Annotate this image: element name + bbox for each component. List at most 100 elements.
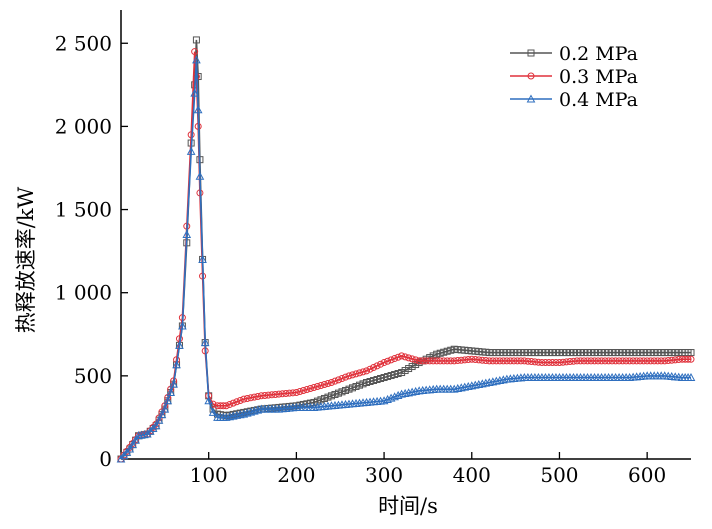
data-point xyxy=(233,398,241,406)
data-point xyxy=(363,367,371,375)
data-point xyxy=(398,369,406,377)
data-point xyxy=(640,357,648,365)
data-point xyxy=(191,48,199,56)
data-point xyxy=(671,349,679,357)
data-point xyxy=(134,431,143,440)
data-point xyxy=(192,36,200,44)
data-point xyxy=(393,390,403,399)
data-point xyxy=(633,349,641,357)
data-point xyxy=(450,357,458,365)
legend-label: 0.3 MPa xyxy=(559,66,638,88)
data-point xyxy=(172,360,181,369)
data-point xyxy=(475,356,483,364)
data-point xyxy=(178,321,187,330)
legend-marker xyxy=(526,94,536,103)
data-point xyxy=(461,346,469,354)
data-point xyxy=(363,379,371,387)
data-point xyxy=(327,392,335,400)
data-point xyxy=(605,349,613,357)
data-point xyxy=(289,389,297,397)
data-point xyxy=(377,375,385,383)
data-point xyxy=(175,340,184,349)
data-point xyxy=(608,349,616,357)
data-point xyxy=(496,357,504,365)
data-point xyxy=(492,357,500,365)
data-point xyxy=(478,356,486,364)
data-point xyxy=(633,357,641,365)
data-point xyxy=(661,349,669,357)
data-point xyxy=(436,357,444,365)
data-point xyxy=(166,387,176,396)
data-point xyxy=(324,380,332,388)
data-point xyxy=(243,394,251,402)
legend-item: 0.2 MPa xyxy=(510,43,638,65)
data-point xyxy=(534,349,542,357)
data-point xyxy=(341,386,349,394)
data-point xyxy=(405,354,413,362)
y-tick-label: 0 xyxy=(99,447,112,471)
data-point xyxy=(647,349,655,357)
data-point xyxy=(254,392,262,400)
data-point xyxy=(320,394,328,402)
data-point xyxy=(278,390,286,398)
data-point xyxy=(398,352,406,360)
data-point xyxy=(320,380,328,388)
data-point xyxy=(668,349,676,357)
x-tick-label: 200 xyxy=(277,463,315,487)
data-point xyxy=(577,357,585,365)
data-point xyxy=(204,396,214,405)
data-point xyxy=(334,376,342,384)
data-point xyxy=(200,338,210,347)
y-tick-label: 500 xyxy=(74,364,112,388)
legend-label: 0.4 MPa xyxy=(559,89,638,111)
data-point xyxy=(562,349,570,357)
data-point xyxy=(591,349,599,357)
data-point xyxy=(482,348,490,356)
data-point xyxy=(615,349,623,357)
data-point xyxy=(538,349,546,357)
data-point xyxy=(559,349,567,357)
data-point xyxy=(499,349,507,357)
data-point xyxy=(552,359,560,367)
data-point xyxy=(608,357,616,365)
data-point xyxy=(429,357,437,365)
data-point xyxy=(157,410,167,419)
data-point xyxy=(366,378,374,386)
data-point xyxy=(391,371,399,379)
data-point xyxy=(331,377,339,385)
data-point xyxy=(555,349,563,357)
data-point xyxy=(605,357,613,365)
data-point xyxy=(436,349,444,357)
data-point xyxy=(527,349,535,357)
data-point xyxy=(538,359,546,367)
x-tick-label: 300 xyxy=(365,463,403,487)
data-point xyxy=(489,349,497,357)
data-point xyxy=(373,376,381,384)
data-point xyxy=(306,399,314,407)
data-point xyxy=(531,358,539,366)
data-point xyxy=(454,346,462,354)
data-point xyxy=(412,361,420,369)
data-point xyxy=(541,349,549,357)
data-point xyxy=(137,430,146,439)
data-point xyxy=(654,349,662,357)
data-point xyxy=(629,357,637,365)
data-point xyxy=(324,393,332,401)
data-point xyxy=(622,357,630,365)
data-point xyxy=(154,415,164,424)
data-point xyxy=(379,396,389,405)
data-point xyxy=(125,444,135,453)
data-point xyxy=(247,394,255,402)
data-point xyxy=(359,380,367,388)
data-point xyxy=(513,349,521,357)
data-point xyxy=(334,389,342,397)
data-point xyxy=(313,382,321,390)
data-point xyxy=(310,398,318,406)
data-point xyxy=(471,347,479,355)
data-point xyxy=(468,347,476,355)
data-point xyxy=(222,402,230,410)
data-point xyxy=(384,357,392,365)
data-point xyxy=(370,377,378,385)
data-point xyxy=(405,365,413,373)
data-point xyxy=(408,355,416,363)
